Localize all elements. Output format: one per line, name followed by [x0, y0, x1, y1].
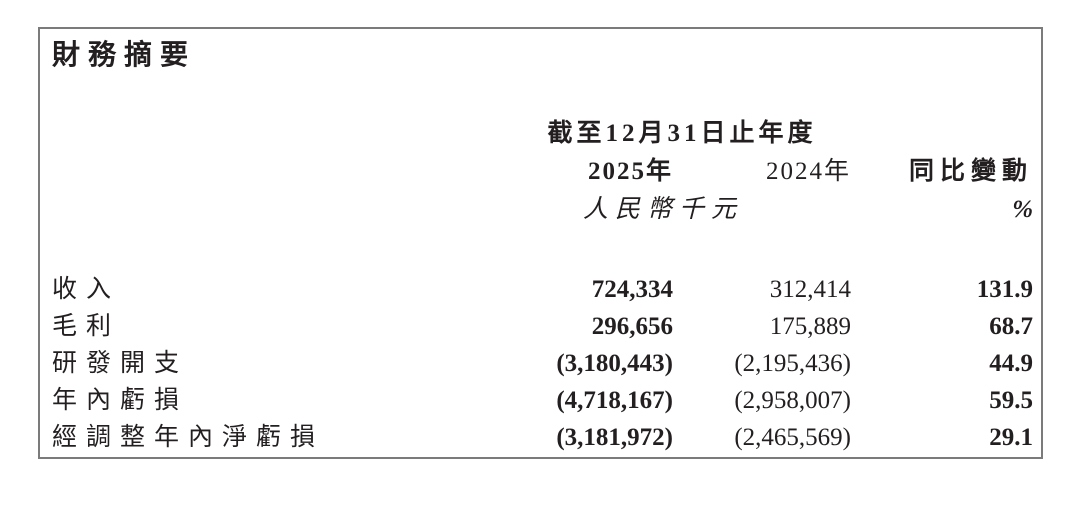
- unit-label: 人民幣千元: [583, 196, 744, 223]
- header-row-units: 人民幣千元 %: [52, 191, 1033, 229]
- table-row-rd-expenses: 研發開支 (3,180,443) (2,195,436) 44.9: [52, 345, 1033, 382]
- empty-cell: [52, 115, 539, 153]
- empty-cell: [52, 229, 1033, 271]
- spacer-row: [52, 229, 1033, 271]
- table-row-revenue: 收入 724,334 312,414 131.9: [52, 271, 1033, 308]
- value-2025: (4,718,167): [556, 387, 673, 414]
- value-change: 29.1: [989, 424, 1034, 451]
- financial-summary-table: 截至12月31日止年度 2025年 2024年 同比變動 人民幣千元 % 收入 …: [52, 115, 1033, 456]
- value-change: 131.9: [976, 276, 1034, 303]
- period-header: 截至12月31日止年度: [547, 120, 817, 147]
- value-2024: (2,958,007): [734, 387, 852, 414]
- value-2024: (2,195,436): [734, 350, 852, 377]
- unit-change-label: %: [1012, 196, 1034, 223]
- value-change: 44.9: [989, 350, 1034, 377]
- table-row-adjusted-net-loss: 經調整年內淨虧損 (3,181,972) (2,465,569) 29.1: [52, 419, 1033, 456]
- header-row-years: 2025年 2024年 同比變動: [52, 153, 1033, 191]
- value-2024: 312,414: [769, 276, 852, 303]
- column-header-change: 同比變動: [909, 158, 1034, 185]
- row-label: 研發開支: [52, 350, 189, 377]
- page-title: 財務摘要: [52, 40, 197, 71]
- empty-cell: [52, 153, 539, 191]
- column-header-2025: 2025年: [587, 158, 673, 185]
- column-header-2024: 2024年: [766, 158, 852, 185]
- table-row-gross-profit: 毛利 296,656 175,889 68.7: [52, 308, 1033, 345]
- value-2024: (2,465,569): [734, 424, 852, 451]
- value-2025: 296,656: [591, 313, 673, 340]
- value-change: 68.7: [989, 313, 1034, 340]
- table-row-loss-for-year: 年內虧損 (4,718,167) (2,958,007) 59.5: [52, 382, 1033, 419]
- value-2025: (3,180,443): [556, 350, 673, 377]
- row-label: 收入: [52, 276, 121, 303]
- financial-summary-box: 財務摘要 截至12月31日止年度 2025年 2024年 同比變動 人民幣千元 …: [38, 27, 1043, 459]
- value-2024: 175,889: [769, 313, 852, 340]
- row-label: 經調整年內淨虧損: [52, 424, 325, 451]
- empty-cell: [851, 115, 1033, 153]
- value-2025: (3,181,972): [556, 424, 673, 451]
- row-label: 毛利: [52, 313, 121, 340]
- row-label: 年內虧損: [52, 387, 189, 414]
- value-2025: 724,334: [591, 276, 673, 303]
- header-row-period: 截至12月31日止年度: [52, 115, 1033, 153]
- value-change: 59.5: [989, 387, 1034, 414]
- empty-cell: [52, 191, 539, 229]
